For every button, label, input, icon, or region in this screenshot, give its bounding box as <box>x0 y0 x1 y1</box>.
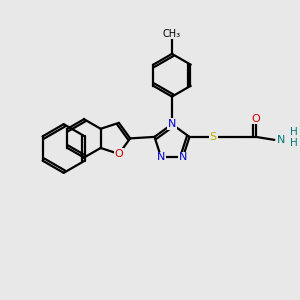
Text: N: N <box>178 152 187 163</box>
Text: O: O <box>252 113 260 124</box>
Text: CH₃: CH₃ <box>163 29 181 39</box>
Text: H: H <box>290 138 298 148</box>
Text: S: S <box>210 132 217 142</box>
Text: N: N <box>168 119 176 129</box>
Text: H: H <box>290 128 298 137</box>
Text: N: N <box>157 152 165 163</box>
Text: O: O <box>115 149 123 159</box>
Text: N: N <box>277 135 285 145</box>
